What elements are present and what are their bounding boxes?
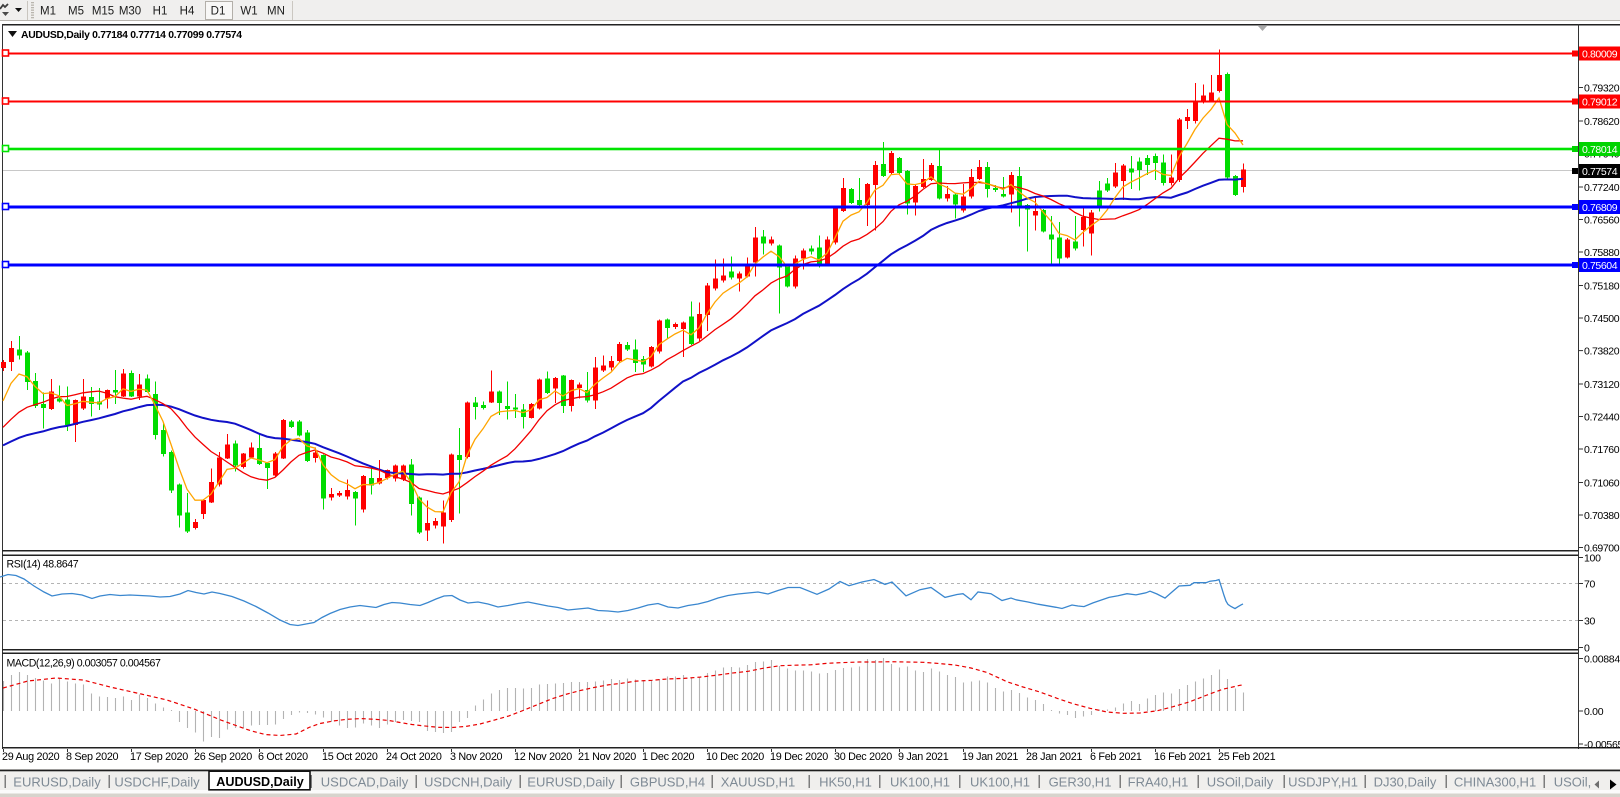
svg-text:EURUSD,Daily: EURUSD,Daily: [13, 775, 101, 790]
svg-text:8 Sep 2020: 8 Sep 2020: [66, 751, 119, 763]
svg-text:0.79320: 0.79320: [1584, 83, 1620, 95]
svg-text:0.80009: 0.80009: [1582, 49, 1618, 61]
svg-text:0: 0: [1584, 643, 1590, 655]
svg-text:19 Jan 2021: 19 Jan 2021: [962, 751, 1018, 763]
svg-text:0.78620: 0.78620: [1584, 116, 1620, 128]
svg-text:0.76560: 0.76560: [1584, 215, 1620, 227]
svg-text:100: 100: [1584, 553, 1601, 565]
svg-text:RSI(14) 48.8647: RSI(14) 48.8647: [7, 559, 79, 571]
svg-text:USDCNH,Daily: USDCNH,Daily: [424, 775, 513, 790]
svg-text:29 Aug 2020: 29 Aug 2020: [2, 751, 60, 763]
svg-text:0.71760: 0.71760: [1584, 444, 1620, 456]
svg-text:-0.00565: -0.00565: [1584, 739, 1620, 751]
svg-text:0.00: 0.00: [1584, 706, 1604, 718]
svg-text:0.70380: 0.70380: [1584, 510, 1620, 522]
svg-text:USDJPY,H1: USDJPY,H1: [1288, 775, 1358, 790]
svg-text:0.78014: 0.78014: [1582, 144, 1618, 156]
svg-text:0.76809: 0.76809: [1582, 202, 1618, 214]
svg-text:0.72440: 0.72440: [1584, 412, 1620, 424]
svg-text:GBPUSD,H4: GBPUSD,H4: [630, 775, 705, 790]
svg-text:28 Jan 2021: 28 Jan 2021: [1026, 751, 1082, 763]
svg-text:DJ30,Daily: DJ30,Daily: [1374, 775, 1437, 790]
svg-text:0.73820: 0.73820: [1584, 346, 1620, 358]
svg-text:D1: D1: [211, 6, 226, 18]
svg-text:70: 70: [1584, 579, 1596, 591]
svg-text:0.75180: 0.75180: [1584, 281, 1620, 293]
svg-text:6 Oct 2020: 6 Oct 2020: [258, 751, 308, 763]
svg-text:USOil,: USOil,: [1554, 775, 1592, 790]
svg-text:30: 30: [1584, 616, 1596, 628]
svg-text:26 Sep 2020: 26 Sep 2020: [194, 751, 252, 763]
svg-text:6 Feb 2021: 6 Feb 2021: [1090, 751, 1142, 763]
svg-text:M5: M5: [68, 6, 84, 18]
svg-text:0.79012: 0.79012: [1582, 97, 1618, 109]
svg-text:0.71060: 0.71060: [1584, 478, 1620, 490]
svg-text:19 Dec 2020: 19 Dec 2020: [770, 751, 828, 763]
svg-text:USDCAD,Daily: USDCAD,Daily: [321, 775, 409, 790]
svg-text:HK50,H1: HK50,H1: [819, 775, 872, 790]
svg-text:0.74500: 0.74500: [1584, 313, 1620, 325]
svg-text:21 Nov 2020: 21 Nov 2020: [578, 751, 636, 763]
svg-text:EURUSD,Daily: EURUSD,Daily: [527, 775, 615, 790]
svg-text:MN: MN: [267, 6, 285, 18]
svg-text:H1: H1: [153, 6, 168, 18]
svg-text:FRA40,H1: FRA40,H1: [1128, 775, 1189, 790]
svg-text:GER30,H1: GER30,H1: [1049, 775, 1112, 790]
svg-text:12 Nov 2020: 12 Nov 2020: [514, 751, 572, 763]
svg-text:AUDUSD,Daily: AUDUSD,Daily: [216, 775, 303, 789]
svg-text:0.75880: 0.75880: [1584, 247, 1620, 259]
svg-text:USDCHF,Daily: USDCHF,Daily: [114, 775, 200, 790]
svg-text:UK100,H1: UK100,H1: [890, 775, 950, 790]
svg-text:M30: M30: [119, 6, 141, 18]
svg-text:15 Oct 2020: 15 Oct 2020: [322, 751, 378, 763]
svg-text:24 Oct 2020: 24 Oct 2020: [386, 751, 442, 763]
svg-text:9 Jan 2021: 9 Jan 2021: [898, 751, 949, 763]
svg-text:XAUUSD,H1: XAUUSD,H1: [721, 775, 795, 790]
svg-text:MACD(12,26,9) 0.003057 0.00456: MACD(12,26,9) 0.003057 0.004567: [7, 658, 161, 670]
svg-text:0.00884: 0.00884: [1584, 654, 1620, 666]
svg-text:0.73120: 0.73120: [1584, 379, 1620, 391]
svg-text:0.75604: 0.75604: [1582, 260, 1618, 272]
svg-text:UK100,H1: UK100,H1: [970, 775, 1030, 790]
svg-text:17 Sep 2020: 17 Sep 2020: [130, 751, 188, 763]
svg-text:W1: W1: [240, 6, 257, 18]
svg-text:1 Dec 2020: 1 Dec 2020: [642, 751, 695, 763]
svg-text:0.77240: 0.77240: [1584, 182, 1620, 194]
svg-text:0.77574: 0.77574: [1582, 166, 1618, 178]
svg-text:CHINA300,H1: CHINA300,H1: [1454, 775, 1536, 790]
svg-text:M15: M15: [92, 6, 114, 18]
svg-text:30 Dec 2020: 30 Dec 2020: [834, 751, 892, 763]
svg-text:0.69700: 0.69700: [1584, 543, 1620, 555]
svg-text:25 Feb 2021: 25 Feb 2021: [1218, 751, 1276, 763]
svg-text:AUDUSD,Daily 0.77184 0.77714: AUDUSD,Daily 0.77184 0.77714 0.77099 0.7…: [21, 30, 242, 41]
svg-text:10 Dec 2020: 10 Dec 2020: [706, 751, 764, 763]
svg-text:3 Nov 2020: 3 Nov 2020: [450, 751, 503, 763]
svg-text:M1: M1: [40, 6, 56, 18]
svg-text:USOil,Daily: USOil,Daily: [1207, 775, 1274, 790]
svg-text:16 Feb 2021: 16 Feb 2021: [1154, 751, 1212, 763]
svg-text:H4: H4: [180, 6, 195, 18]
